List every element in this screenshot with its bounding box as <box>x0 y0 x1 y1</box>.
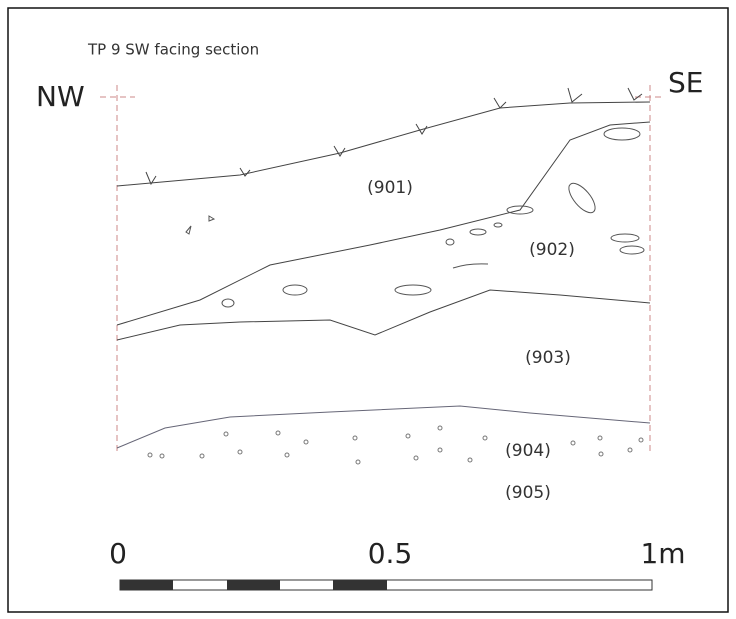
scale-bar <box>119 579 653 591</box>
frame <box>7 7 729 613</box>
layer-label: (902) <box>529 240 575 260</box>
layer-boundary <box>116 121 651 326</box>
pebbles <box>147 425 644 465</box>
layer-label: (904) <box>505 441 551 461</box>
pebble <box>437 425 443 431</box>
stones <box>185 127 645 308</box>
scale-label: 0.5 <box>368 537 413 570</box>
pebble <box>284 452 290 458</box>
title: TP 9 SW facing section <box>87 41 259 59</box>
pebble <box>627 447 633 453</box>
section-lines <box>100 85 665 455</box>
pebble <box>482 435 488 441</box>
se-label: SE <box>668 66 703 99</box>
turf-marks <box>145 87 643 186</box>
pebble <box>237 449 243 455</box>
pebble <box>352 435 358 441</box>
pebble <box>597 435 603 441</box>
layer-label: (901) <box>367 178 413 198</box>
nw-label: NW <box>36 80 85 113</box>
pebble <box>413 455 419 461</box>
scale-label: 1m <box>640 537 685 570</box>
layer-label: (905) <box>505 483 551 503</box>
pebble <box>147 452 153 458</box>
pebble <box>405 433 411 439</box>
pebble <box>570 440 576 446</box>
layer-label: (903) <box>525 348 571 368</box>
pebble <box>159 453 165 459</box>
pebble <box>275 430 281 436</box>
pebble <box>638 437 644 443</box>
pebble <box>467 457 473 463</box>
pebble <box>598 451 604 457</box>
pebble <box>437 447 443 453</box>
scale-label: 0 <box>109 537 127 570</box>
pebble <box>223 431 229 437</box>
layer-boundary <box>116 405 651 449</box>
layer-boundary <box>116 289 651 341</box>
pebble <box>199 453 205 459</box>
pebble <box>355 459 361 465</box>
pebble <box>303 439 309 445</box>
